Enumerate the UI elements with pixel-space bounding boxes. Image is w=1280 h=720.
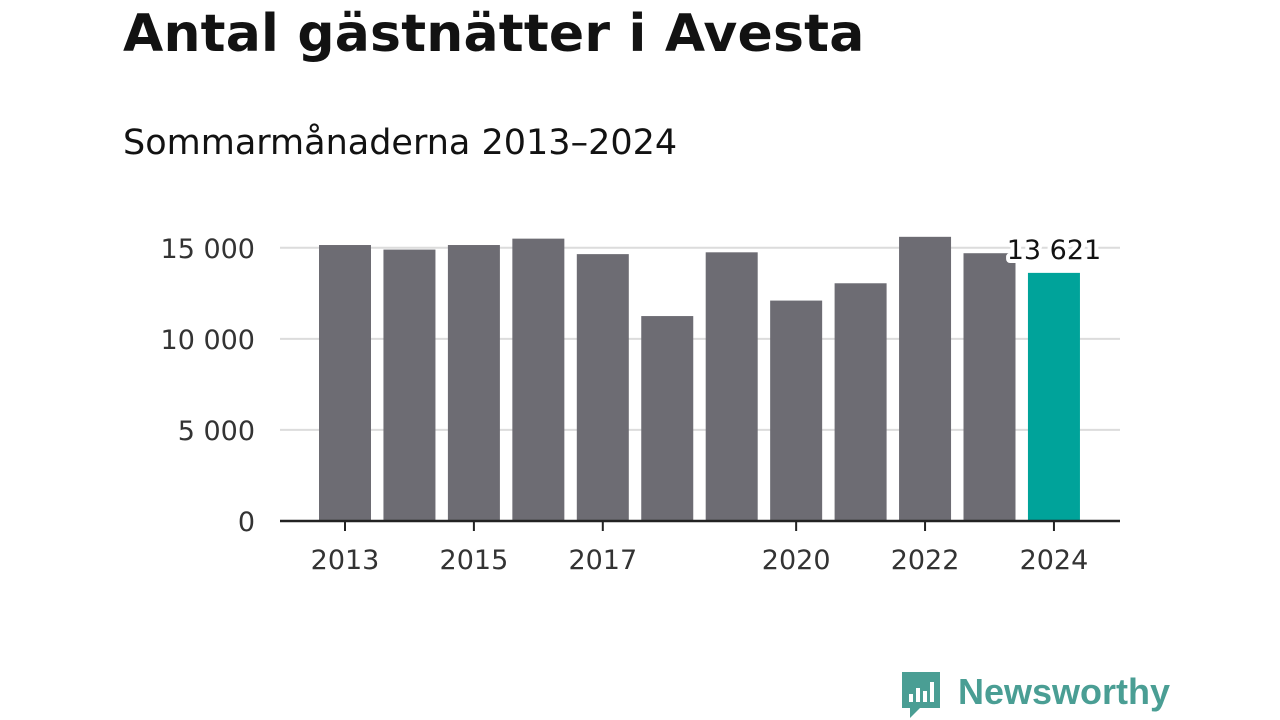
x-tick-label: 2020 bbox=[762, 545, 831, 576]
chart-subtitle: Sommarmånaderna 2013–2024 bbox=[123, 123, 678, 163]
bar bbox=[1027, 272, 1080, 521]
bar bbox=[899, 236, 952, 521]
y-tick-label: 0 bbox=[238, 507, 255, 538]
data-label-halo: 13 621 bbox=[1007, 235, 1101, 266]
x-tick-label: 2022 bbox=[891, 545, 960, 576]
bar-chart: 0 5 000 10 000 15 000 2013 2015 2017 2020 2022 20… bbox=[160, 233, 1120, 576]
brand-name: Newsworthy bbox=[958, 671, 1171, 712]
bar bbox=[319, 245, 371, 521]
x-tick-label: 2013 bbox=[311, 545, 380, 576]
bar bbox=[447, 245, 500, 521]
bar bbox=[641, 316, 694, 521]
y-tick-label: 15 000 bbox=[161, 234, 255, 265]
bar bbox=[512, 238, 565, 521]
data-label: 13 621 bbox=[1007, 235, 1101, 266]
bar bbox=[834, 283, 887, 521]
bar bbox=[383, 249, 436, 521]
y-tick-label: 5 000 bbox=[178, 416, 255, 447]
bar bbox=[576, 254, 629, 522]
bar bbox=[770, 300, 823, 521]
chart-title: Antal gästnätter i Avesta bbox=[123, 4, 865, 64]
bar bbox=[705, 252, 758, 521]
x-tick-label: 2017 bbox=[568, 545, 637, 576]
newsworthy-logo: Newsworthy bbox=[900, 670, 1170, 718]
x-tick-label: 2024 bbox=[1020, 545, 1089, 576]
y-tick-label: 10 000 bbox=[161, 325, 255, 356]
x-tick-label: 2015 bbox=[440, 545, 509, 576]
newsworthy-logo-icon bbox=[902, 672, 940, 718]
bar bbox=[963, 253, 1016, 522]
